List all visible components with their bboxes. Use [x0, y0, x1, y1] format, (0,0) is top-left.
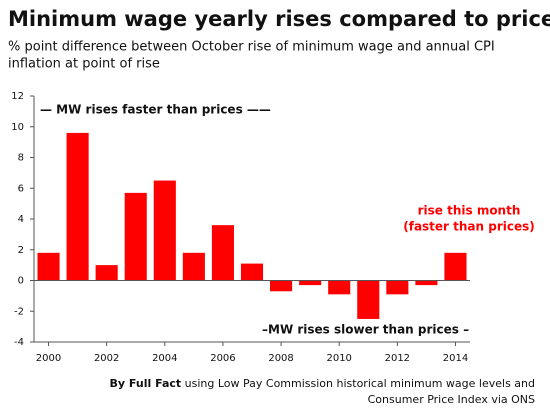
bar	[270, 280, 293, 292]
annotation: (faster than prices)	[403, 220, 535, 234]
bar	[37, 252, 60, 281]
source-text: using Low Pay Commission historical mini…	[185, 377, 535, 390]
chart-title: Minimum wage yearly rises compared to pr…	[8, 7, 550, 31]
x-tick-label: 2004	[152, 353, 177, 364]
y-tick-label: 8	[18, 153, 24, 164]
subtitle: inflation at point of rise	[8, 57, 160, 72]
y-tick-label: 4	[18, 214, 24, 225]
bar	[66, 132, 89, 281]
bar	[357, 280, 380, 319]
y-tick-label: 2	[18, 245, 24, 256]
annotation: — MW rises faster than prices ——	[40, 103, 271, 117]
bar	[299, 280, 322, 286]
bar	[328, 280, 351, 295]
x-tick-label: 2014	[443, 353, 468, 364]
bar	[415, 280, 438, 286]
bar	[211, 225, 234, 281]
bar	[124, 192, 147, 281]
y-tick-label: -4	[14, 337, 24, 348]
y-tick-label: 6	[18, 183, 24, 194]
x-tick-label: 2010	[326, 353, 351, 364]
source-text: Consumer Price Index via ONS	[368, 393, 535, 406]
y-tick-label: 10	[11, 122, 24, 133]
x-tick-label: 2008	[268, 353, 293, 364]
annotation: –MW rises slower than prices –	[262, 323, 469, 337]
x-tick-label: 2000	[36, 353, 61, 364]
bar	[240, 263, 264, 281]
y-tick-label: 12	[11, 91, 24, 102]
y-tick-label: 0	[18, 276, 24, 287]
bar	[182, 252, 205, 281]
source: By Full Fact using Low Pay Commission hi…	[110, 377, 535, 390]
source-by: By Full Fact	[110, 377, 182, 390]
x-tick-label: 2002	[94, 353, 119, 364]
bar	[386, 280, 409, 295]
annotation: rise this month	[418, 204, 521, 218]
bar	[444, 252, 467, 281]
x-tick-label: 2012	[385, 353, 410, 364]
x-tick-label: 2006	[210, 353, 235, 364]
bar	[95, 265, 118, 281]
y-tick-label: -2	[14, 306, 24, 317]
bar	[153, 180, 176, 281]
subtitle: % point difference between October rise …	[8, 40, 495, 55]
